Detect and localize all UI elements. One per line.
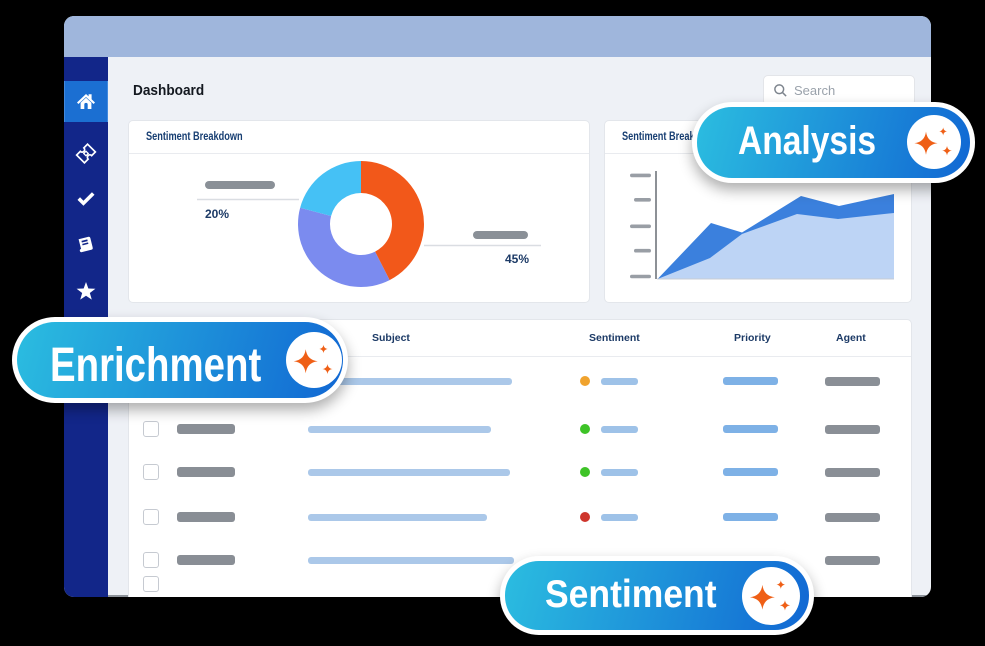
svg-text:45%: 45% bbox=[505, 252, 529, 266]
svg-text:20%: 20% bbox=[205, 207, 229, 221]
